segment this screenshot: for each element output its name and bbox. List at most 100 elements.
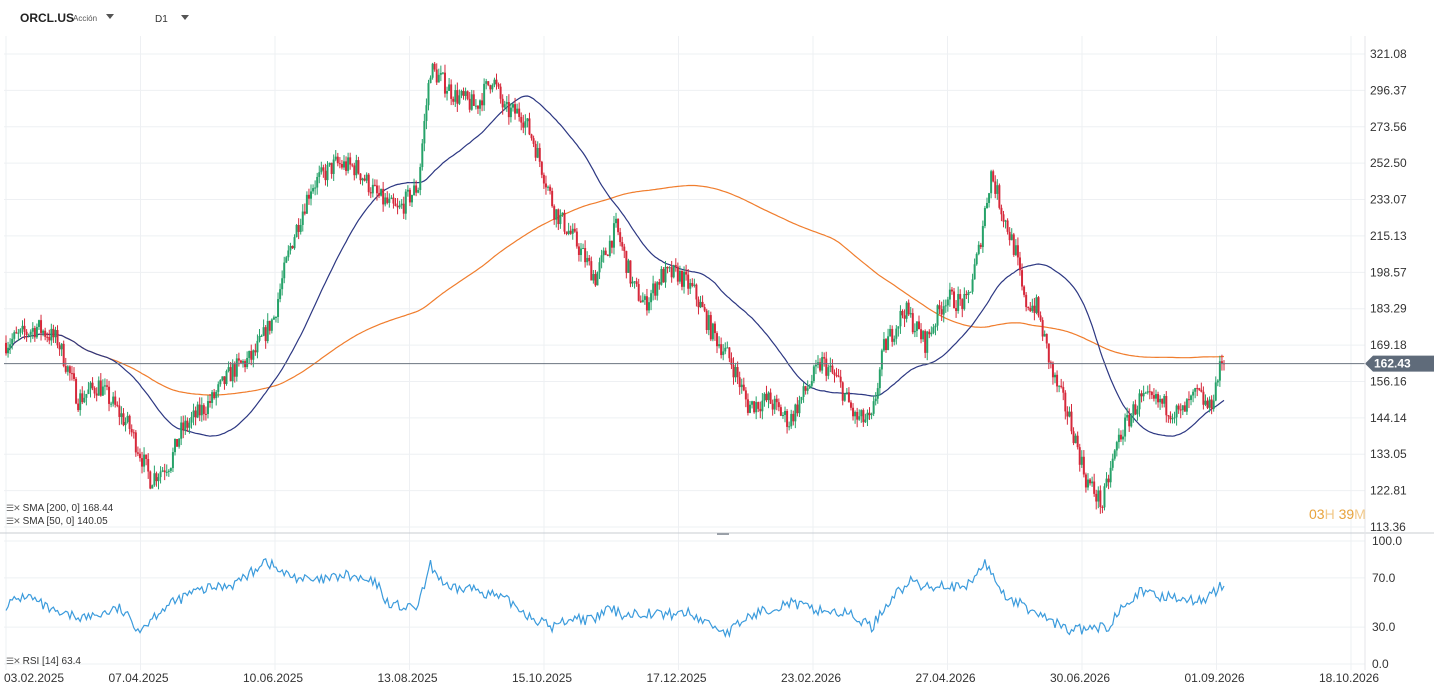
chart-toolbar: ORCL.US Acción D1: [0, 0, 1434, 36]
candle-body: [439, 72, 442, 75]
candle-body: [446, 90, 449, 94]
candle-body: [654, 283, 657, 296]
candle-body: [786, 410, 789, 427]
candle-body: [256, 340, 259, 353]
candle-body: [499, 86, 502, 99]
candle-body: [819, 362, 822, 371]
candle-body: [551, 190, 554, 207]
candle-body: [1101, 506, 1104, 508]
candle-body: [128, 415, 131, 429]
candle-body: [678, 270, 681, 282]
candle-body: [1122, 436, 1125, 440]
candle-body: [553, 206, 556, 220]
candle-body: [103, 385, 106, 387]
candle-body: [1027, 307, 1030, 309]
timeframe-dropdown-icon[interactable]: [181, 15, 189, 20]
candle-body: [466, 91, 469, 99]
candle-body: [367, 174, 370, 193]
candle-body: [565, 231, 568, 234]
candle-body: [68, 366, 71, 374]
candle-body: [926, 331, 929, 353]
candle-body: [359, 173, 362, 181]
candle-body: [435, 69, 438, 83]
candle-body: [408, 189, 411, 203]
candle-body: [670, 267, 673, 278]
candle-body: [147, 458, 150, 472]
candle-body: [876, 388, 879, 399]
candle-body: [433, 63, 436, 70]
rsi-legend[interactable]: ☰✕ RSI [14] 63.4: [6, 656, 81, 667]
candle-body: [936, 305, 939, 326]
settings-icon[interactable]: ☰✕: [6, 516, 21, 526]
candle-body: [728, 347, 731, 359]
candle-body: [291, 245, 294, 249]
candle-body: [46, 336, 49, 338]
candle-body: [944, 305, 947, 307]
candle-body: [209, 401, 212, 403]
candle-body: [326, 164, 329, 181]
candle-body: [1039, 315, 1042, 321]
candle-body: [942, 306, 945, 315]
sma50-legend[interactable]: ☰✕ SMA [50, 0] 140.05: [6, 516, 108, 527]
candle-body: [394, 203, 397, 207]
candle-body: [641, 299, 644, 303]
candle-body: [792, 413, 795, 422]
candle-body: [957, 294, 960, 311]
settings-icon[interactable]: ☰✕: [6, 503, 21, 513]
symbol-dropdown-icon[interactable]: [106, 14, 114, 19]
candle-body: [11, 338, 14, 345]
candle-body: [833, 372, 836, 376]
candle-body: [1134, 404, 1137, 415]
candle-body: [635, 281, 638, 285]
candle-body: [771, 403, 774, 410]
candle-body: [1111, 458, 1114, 468]
candle-body: [1157, 394, 1160, 403]
candle-body: [870, 413, 873, 416]
candle-body: [145, 454, 148, 459]
candle-body: [274, 316, 277, 318]
candle-body: [192, 410, 195, 418]
candle-body: [1066, 411, 1069, 417]
candle-body: [423, 121, 426, 144]
settings-icon[interactable]: ☰✕: [6, 656, 21, 666]
candle-body: [860, 410, 863, 417]
candle-body: [734, 367, 737, 378]
candle-body: [373, 184, 376, 186]
candle-body: [1130, 415, 1133, 427]
candle-body: [1082, 456, 1085, 475]
sma200-legend[interactable]: ☰✕ SMA [200, 0] 168.44: [6, 503, 113, 514]
candle-body: [21, 325, 24, 330]
candle-body: [1041, 320, 1044, 337]
candle-body: [831, 365, 834, 373]
candle-body: [903, 315, 906, 319]
candle-body: [913, 330, 916, 333]
candle-body: [173, 438, 176, 453]
candle-body: [524, 121, 527, 128]
candle-body: [639, 300, 642, 303]
candle-body: [736, 367, 739, 378]
candle-body: [437, 74, 440, 83]
candle-body: [382, 188, 385, 205]
timeframe-label[interactable]: D1: [155, 14, 168, 25]
candle-body: [180, 422, 183, 439]
candle-body: [967, 292, 970, 296]
candle-body: [58, 345, 61, 350]
candle-body: [460, 90, 463, 96]
candle-body: [633, 281, 636, 283]
symbol-label[interactable]: ORCL.US: [20, 11, 74, 25]
candle-body: [878, 369, 881, 389]
candle-body: [1194, 388, 1197, 392]
candle-body: [1126, 415, 1129, 418]
candle-body: [732, 365, 735, 378]
price-tick-label: 144.14: [1370, 411, 1407, 425]
candle-body: [746, 399, 749, 413]
candle-body: [503, 104, 506, 108]
candle-body: [110, 403, 113, 405]
candle-body: [948, 289, 951, 300]
candle-body: [7, 347, 10, 354]
price-tick-label: 215.13: [1370, 229, 1407, 243]
candle-body: [448, 84, 451, 91]
time-tick-label: 10.06.2025: [243, 671, 303, 685]
candle-body: [691, 282, 694, 286]
